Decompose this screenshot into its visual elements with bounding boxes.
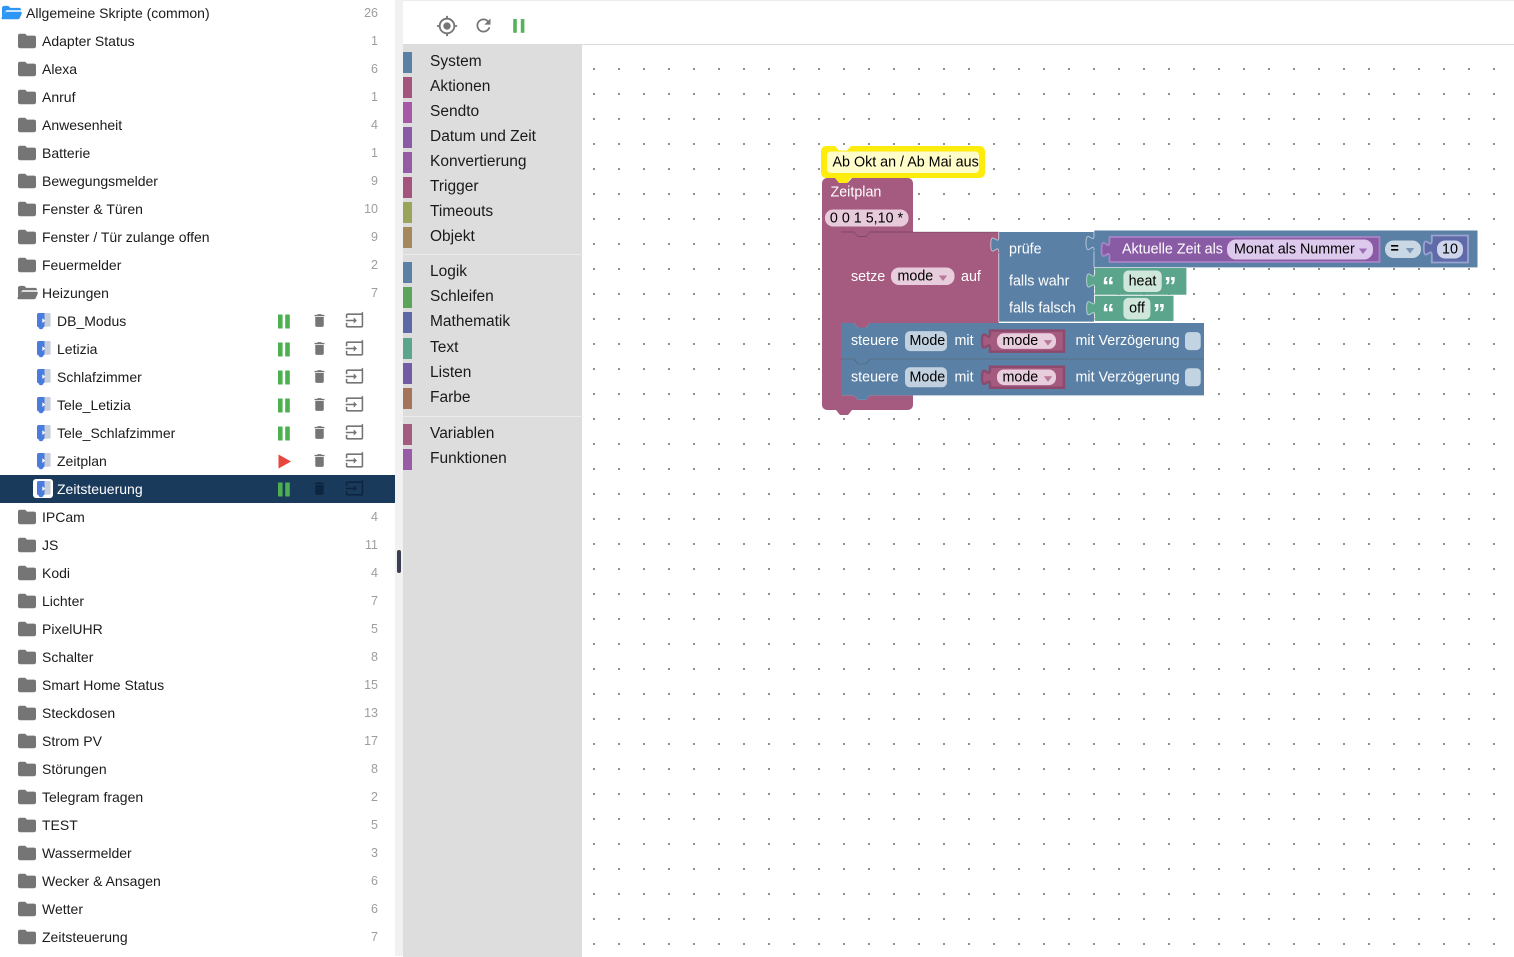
svg-text:0 0 1 5,10 *: 0 0 1 5,10 *: [830, 210, 904, 226]
svg-text:falls falsch: falls falsch: [1009, 300, 1076, 316]
svg-text:”: ”: [1153, 299, 1166, 327]
svg-text:mit Verzögerung: mit Verzögerung: [1076, 369, 1180, 385]
svg-text:auf: auf: [961, 269, 981, 285]
svg-text:mode: mode: [1003, 369, 1039, 385]
svg-text:“: “: [1102, 299, 1115, 327]
svg-text:mode: mode: [1003, 333, 1039, 349]
svg-text:steuere: steuere: [851, 369, 899, 385]
svg-text:setze: setze: [851, 269, 885, 285]
svg-text:Ab Okt an / Ab Mai aus: Ab Okt an / Ab Mai aus: [833, 155, 979, 171]
svg-text:heat: heat: [1129, 273, 1157, 289]
svg-text:mit: mit: [955, 369, 974, 385]
svg-text:Mode: Mode: [910, 333, 946, 349]
svg-text:steuere: steuere: [851, 333, 899, 349]
svg-text:mit: mit: [955, 333, 974, 349]
svg-text:=: =: [1391, 241, 1399, 257]
svg-text:Monat als Nummer: Monat als Nummer: [1234, 242, 1355, 258]
svg-text:10: 10: [1442, 242, 1458, 258]
svg-text:Aktuelle Zeit als: Aktuelle Zeit als: [1122, 242, 1223, 258]
svg-text:prüfe: prüfe: [1009, 242, 1042, 258]
svg-text:Mode: Mode: [910, 369, 946, 385]
svg-text:mit Verzögerung: mit Verzögerung: [1076, 333, 1180, 349]
svg-text:mode: mode: [898, 269, 934, 285]
svg-text:”: ”: [1164, 272, 1177, 300]
svg-text:Zeitplan: Zeitplan: [831, 185, 882, 201]
svg-text:“: “: [1102, 272, 1115, 300]
svg-text:falls wahr: falls wahr: [1009, 273, 1070, 289]
svg-text:off: off: [1129, 300, 1145, 316]
